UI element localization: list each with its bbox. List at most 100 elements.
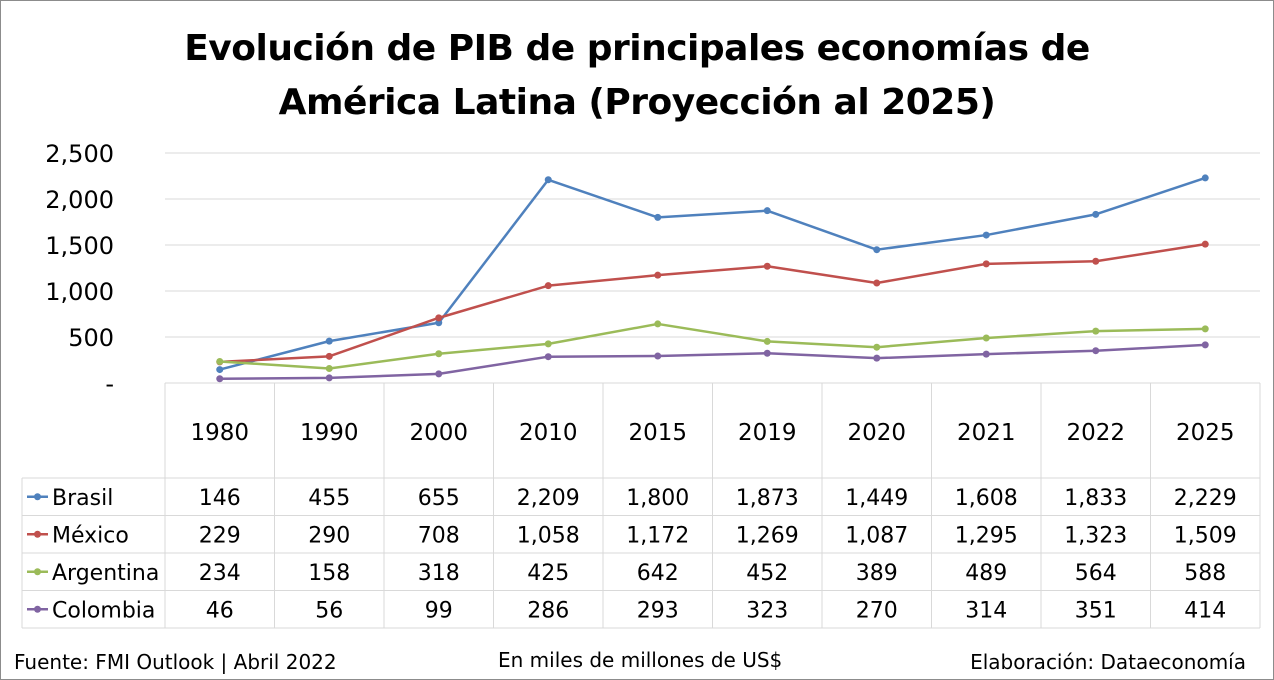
data-point xyxy=(435,314,443,322)
data-point xyxy=(654,271,662,279)
data-table-cell: 564 xyxy=(1075,561,1117,586)
x-category-label: 2021 xyxy=(957,420,1016,446)
series-line-argentina xyxy=(219,322,1206,370)
y-tick-label: 2,500 xyxy=(45,140,114,168)
data-table-cell: 1,873 xyxy=(736,486,799,511)
data-table-cell: 1,449 xyxy=(845,486,908,511)
y-tick-label: 500 xyxy=(68,324,114,352)
y-tick-label: - xyxy=(105,370,114,398)
data-point xyxy=(325,352,333,360)
data-point xyxy=(325,337,333,345)
data-table-cell: 2,229 xyxy=(1174,486,1237,511)
data-point xyxy=(1092,210,1100,218)
legend-key-marker xyxy=(34,568,41,576)
data-point xyxy=(1092,327,1100,335)
data-table-cell: 146 xyxy=(199,486,241,511)
x-category-label: 1980 xyxy=(190,420,249,446)
data-table-cell: 286 xyxy=(527,598,569,623)
data-point xyxy=(1201,325,1209,333)
data-point xyxy=(763,207,771,215)
data-table-cell: 2,209 xyxy=(517,486,580,511)
x-category-label: 2010 xyxy=(519,420,578,446)
series-line-brasil xyxy=(219,176,1206,371)
data-point xyxy=(1092,347,1100,355)
legend-label: Argentina xyxy=(52,561,159,586)
data-table-cell: 452 xyxy=(746,561,788,586)
data-point xyxy=(435,370,443,378)
data-point xyxy=(435,319,443,327)
data-point xyxy=(1201,240,1209,248)
data-table-cell: 489 xyxy=(965,561,1007,586)
data-table-cell: 1,608 xyxy=(955,486,1018,511)
data-point xyxy=(544,340,552,348)
series-line-colombia xyxy=(219,343,1206,381)
credit-note: Elaboración: Dataeconomía xyxy=(970,650,1246,674)
data-table-cell: 1,295 xyxy=(955,523,1018,548)
data-table-cell: 455 xyxy=(308,486,350,511)
data-point xyxy=(216,375,224,383)
data-point xyxy=(435,350,443,358)
data-point xyxy=(216,357,224,365)
data-table-cell: 655 xyxy=(418,486,460,511)
data-table-cell: 1,087 xyxy=(845,523,908,548)
chart-title-line-1: Evolución de PIB de principales economía… xyxy=(184,28,1090,69)
data-point xyxy=(216,366,224,374)
data-point xyxy=(325,364,333,372)
data-table-cell: 290 xyxy=(308,523,350,548)
x-category-label: 2000 xyxy=(409,420,468,446)
x-category-label: 2019 xyxy=(738,420,797,446)
data-point xyxy=(1201,341,1209,349)
data-table-cell: 1,509 xyxy=(1174,523,1237,548)
legend-label: Colombia xyxy=(52,598,155,623)
data-table-cell: 1,833 xyxy=(1064,486,1127,511)
data-table-cell: 270 xyxy=(856,598,898,623)
data-table-cell: 234 xyxy=(199,561,241,586)
y-tick-label: 1,500 xyxy=(45,232,114,260)
legend-label: Brasil xyxy=(52,486,113,511)
legend-key-marker xyxy=(34,605,41,613)
x-category-label: 2025 xyxy=(1176,420,1235,446)
data-table-cell: 323 xyxy=(746,598,788,623)
source-note: Fuente: FMI Outlook | Abril 2022 xyxy=(14,650,337,674)
data-table-cell: 1,058 xyxy=(517,523,580,548)
data-table-cell: 351 xyxy=(1075,598,1117,623)
data-point xyxy=(654,320,662,328)
data-point xyxy=(763,262,771,270)
data-point xyxy=(982,231,990,239)
data-table-cell: 318 xyxy=(418,561,460,586)
data-table-cell: 1,800 xyxy=(626,486,689,511)
data-table-cell: 414 xyxy=(1184,598,1226,623)
data-table-cell: 588 xyxy=(1184,561,1226,586)
data-point xyxy=(873,279,881,287)
y-tick-label: 2,000 xyxy=(45,186,114,214)
data-table-cell: 708 xyxy=(418,523,460,548)
data-table-cell: 1,269 xyxy=(736,523,799,548)
y-tick-label: 1,000 xyxy=(45,278,114,306)
data-table-cell: 425 xyxy=(527,561,569,586)
legend-label: México xyxy=(52,523,129,548)
data-point xyxy=(982,260,990,268)
x-category-label: 2015 xyxy=(628,420,687,446)
chart-title: Evolución de PIB de principales economía… xyxy=(0,22,1274,130)
data-point xyxy=(982,350,990,358)
data-table-cell: 642 xyxy=(637,561,679,586)
data-point xyxy=(1092,257,1100,265)
data-table-cell: 389 xyxy=(856,561,898,586)
data-table-cell: 293 xyxy=(637,598,679,623)
data-point xyxy=(982,334,990,342)
data-table-cell: 229 xyxy=(199,523,241,548)
series-line-méxico xyxy=(219,242,1206,364)
data-point xyxy=(654,352,662,360)
x-category-label: 2020 xyxy=(847,420,906,446)
data-point xyxy=(873,354,881,362)
data-table-cell: 46 xyxy=(206,598,234,623)
data-point xyxy=(873,343,881,351)
data-point xyxy=(544,176,552,184)
data-point xyxy=(325,374,333,382)
data-point xyxy=(1201,174,1209,182)
data-table-cell: 314 xyxy=(965,598,1007,623)
data-table-cell: 1,323 xyxy=(1064,523,1127,548)
data-table-cell: 56 xyxy=(315,598,343,623)
data-point xyxy=(873,246,881,254)
